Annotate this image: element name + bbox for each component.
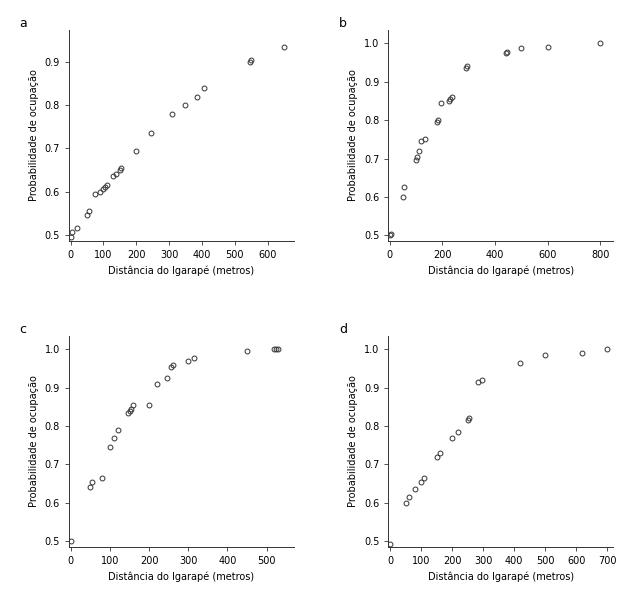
Y-axis label: Probabilidade de ocupação: Probabilidade de ocupação [349, 70, 359, 201]
Y-axis label: Probabilidade de ocupação: Probabilidade de ocupação [349, 376, 359, 507]
X-axis label: Distância do Igarapé (metros): Distância do Igarapé (metros) [428, 266, 574, 276]
X-axis label: Distância do Igarapé (metros): Distância do Igarapé (metros) [428, 572, 574, 582]
Y-axis label: Probabilidade de ocupação: Probabilidade de ocupação [29, 376, 39, 507]
Text: d: d [339, 323, 347, 337]
Text: b: b [339, 17, 347, 31]
Y-axis label: Probabilidade de ocupação: Probabilidade de ocupação [29, 70, 39, 201]
X-axis label: Distância do Igarapé (metros): Distância do Igarapé (metros) [108, 266, 254, 276]
Text: a: a [19, 17, 27, 31]
X-axis label: Distância do Igarapé (metros): Distância do Igarapé (metros) [108, 572, 254, 582]
Text: c: c [19, 323, 26, 337]
